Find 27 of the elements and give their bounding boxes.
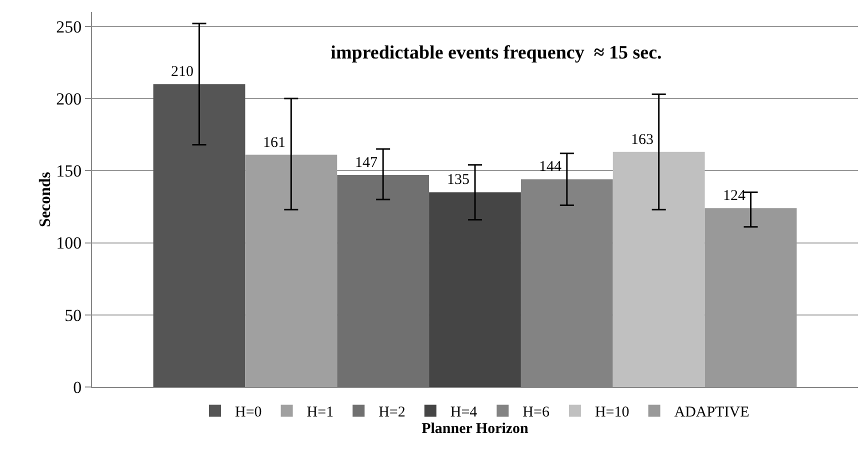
y-tick-label: 150 [56, 162, 82, 181]
y-tick-label: 0 [73, 378, 82, 397]
y-tick-label: 100 [56, 234, 82, 253]
y-tick-label: 50 [64, 306, 82, 325]
legend-label: H=2 [378, 404, 406, 421]
data-label: 210 [171, 64, 194, 80]
bar [612, 152, 705, 387]
y-axis-title: Seconds [37, 172, 54, 228]
legend-label: H=0 [235, 404, 262, 421]
bar [153, 84, 246, 387]
data-label: 163 [631, 132, 654, 148]
legend-label: H=6 [522, 404, 550, 421]
legend-label: ADAPTIVE [674, 404, 750, 421]
y-tick-label: 200 [56, 89, 82, 108]
data-label: 161 [263, 135, 286, 151]
legend-label: H=1 [306, 404, 334, 421]
data-label: 124 [723, 188, 746, 204]
data-label: 147 [355, 155, 378, 171]
data-label: 144 [539, 159, 562, 175]
legend-label: H=4 [450, 404, 478, 421]
data-label: 135 [447, 172, 470, 188]
y-tick-label: 250 [56, 17, 82, 36]
bar [337, 174, 430, 387]
bar [429, 192, 521, 387]
x-axis-title: Planner Horizon [422, 421, 530, 438]
text: impredictable events frequency ≈ 15 sec. [330, 42, 662, 64]
legend-label: H=10 [594, 404, 630, 421]
